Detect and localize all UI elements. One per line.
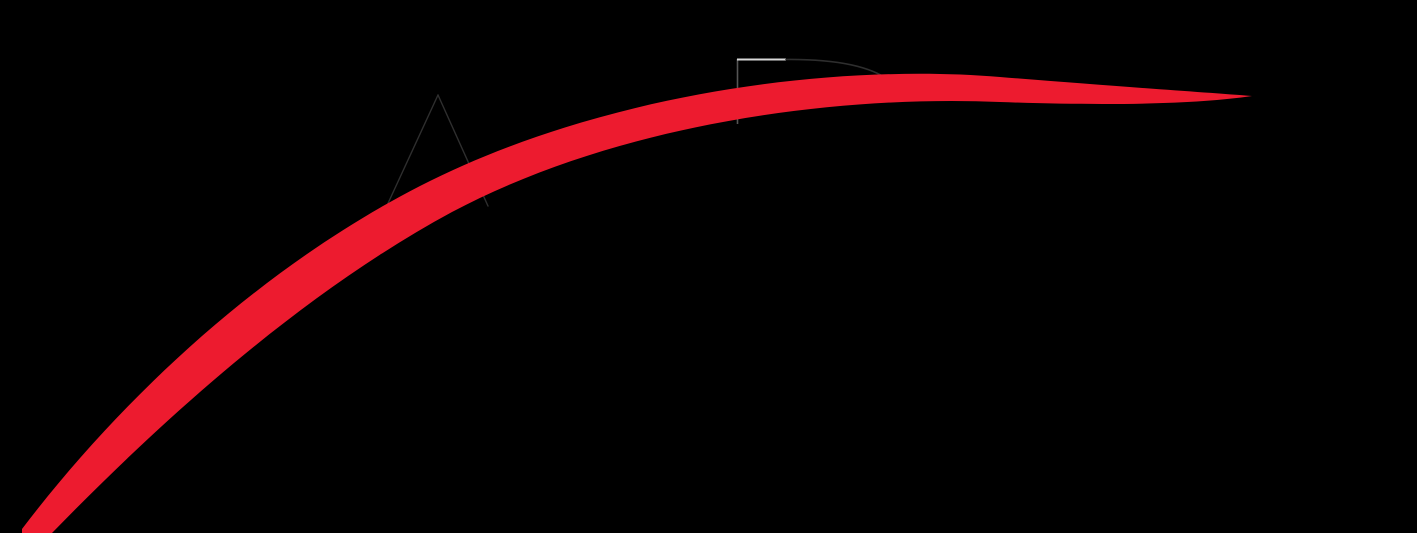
red-swoosh — [22, 73, 1252, 533]
red-swoosh-shape — [22, 73, 1252, 533]
